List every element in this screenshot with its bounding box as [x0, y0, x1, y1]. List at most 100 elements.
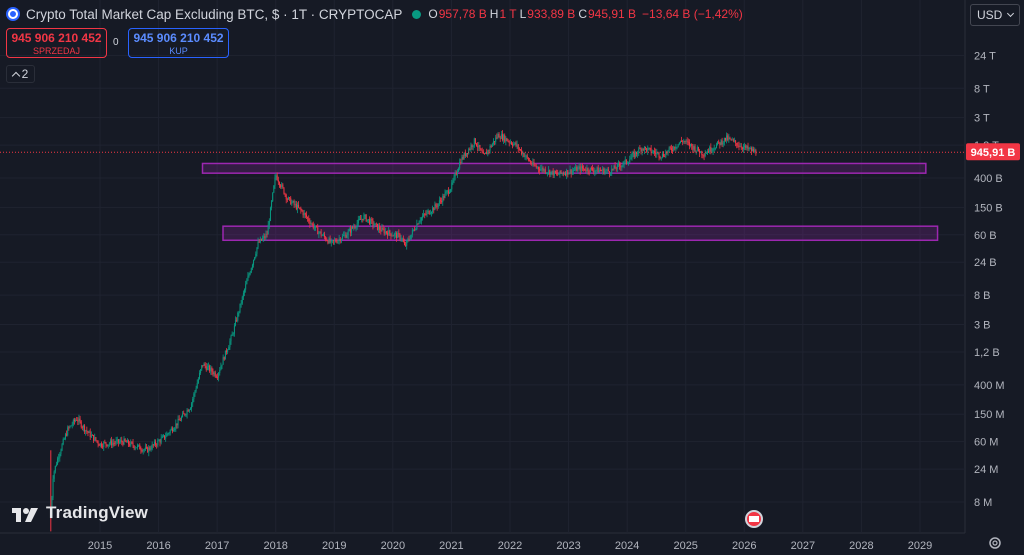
candle	[219, 367, 221, 376]
candle	[678, 142, 680, 146]
candle	[133, 445, 135, 451]
symbol-icon[interactable]	[6, 7, 20, 21]
candle	[477, 142, 479, 152]
candle	[435, 202, 437, 209]
candle	[392, 234, 394, 237]
candle	[116, 436, 118, 445]
candle	[561, 172, 563, 176]
sell-price: 945 906 210 452	[11, 31, 102, 45]
candle	[184, 413, 186, 417]
candle	[73, 417, 75, 425]
candle	[483, 152, 485, 155]
candle	[715, 142, 717, 149]
candle	[427, 208, 429, 215]
candle	[633, 148, 635, 160]
candle	[482, 149, 484, 154]
candle	[572, 167, 574, 175]
support-zone[interactable]	[222, 225, 939, 242]
candle	[109, 438, 111, 446]
candle	[752, 146, 754, 152]
indicators-count: 2	[21, 67, 29, 81]
candle	[51, 495, 53, 519]
candle	[371, 216, 373, 224]
candle	[460, 158, 462, 165]
candle	[396, 231, 398, 242]
candle	[114, 440, 116, 447]
candle	[212, 368, 214, 377]
candle	[543, 168, 545, 174]
tradingview-logo-icon	[12, 508, 38, 522]
candle	[446, 189, 448, 195]
candle	[152, 443, 154, 448]
candle	[313, 223, 315, 231]
candle	[67, 425, 69, 437]
candle	[684, 140, 686, 145]
candle	[699, 148, 701, 158]
candle	[78, 414, 80, 426]
candle	[660, 157, 662, 161]
buy-button[interactable]: 945 906 210 452 KUP	[128, 28, 229, 58]
candle	[608, 170, 610, 178]
candle	[106, 444, 108, 447]
candle	[134, 445, 136, 451]
candle	[310, 220, 312, 226]
gear-icon[interactable]	[988, 536, 1002, 550]
candle	[263, 233, 265, 242]
candle	[732, 138, 734, 143]
candle	[346, 232, 348, 239]
candle	[91, 434, 93, 436]
candle	[424, 213, 426, 219]
candle	[744, 142, 746, 151]
x-tick-label: 2021	[439, 540, 463, 552]
candle	[690, 143, 692, 148]
candle	[626, 161, 628, 165]
currency-select[interactable]: USD	[970, 4, 1020, 26]
sell-button[interactable]: 945 906 210 452 SPRZEDAJ	[6, 28, 107, 58]
candle	[461, 154, 463, 164]
y-tick-label: 24 T	[974, 50, 996, 62]
candle	[251, 263, 253, 271]
candle	[724, 137, 726, 142]
candle	[337, 239, 339, 245]
candle	[675, 143, 677, 152]
candle	[255, 251, 257, 259]
candle	[149, 445, 151, 451]
candle	[312, 221, 314, 230]
candle	[687, 138, 689, 146]
support-zone[interactable]	[201, 162, 927, 174]
candle	[534, 163, 536, 167]
candle	[528, 158, 530, 162]
candle	[217, 373, 219, 381]
us-flag-icon[interactable]	[745, 510, 763, 528]
indicators-toggle-button[interactable]: 2	[6, 65, 35, 83]
candle	[625, 159, 627, 165]
candle	[55, 461, 57, 467]
candle	[308, 215, 310, 224]
candle	[130, 439, 132, 448]
brand-name: TradingView	[46, 503, 149, 522]
x-tick-label: 2024	[615, 540, 639, 552]
candle	[720, 139, 722, 146]
tradingview-logo[interactable]: TradingView	[10, 502, 148, 524]
candle	[527, 157, 529, 162]
symbol-title[interactable]: Crypto Total Market Cap Excluding BTC, $…	[26, 6, 403, 22]
candle	[673, 145, 675, 152]
candle	[330, 238, 332, 247]
candle	[269, 206, 271, 222]
candle	[60, 448, 62, 457]
candle	[704, 149, 706, 158]
candle	[278, 181, 280, 188]
candle	[370, 217, 372, 228]
candle	[434, 201, 436, 211]
candle	[286, 197, 288, 203]
candle	[509, 139, 511, 145]
candle	[125, 439, 127, 443]
candle	[157, 438, 159, 448]
candle	[659, 155, 661, 160]
candle	[178, 415, 180, 421]
candle	[239, 303, 241, 314]
candle	[220, 362, 222, 371]
candle	[402, 235, 404, 243]
candle	[548, 166, 550, 175]
